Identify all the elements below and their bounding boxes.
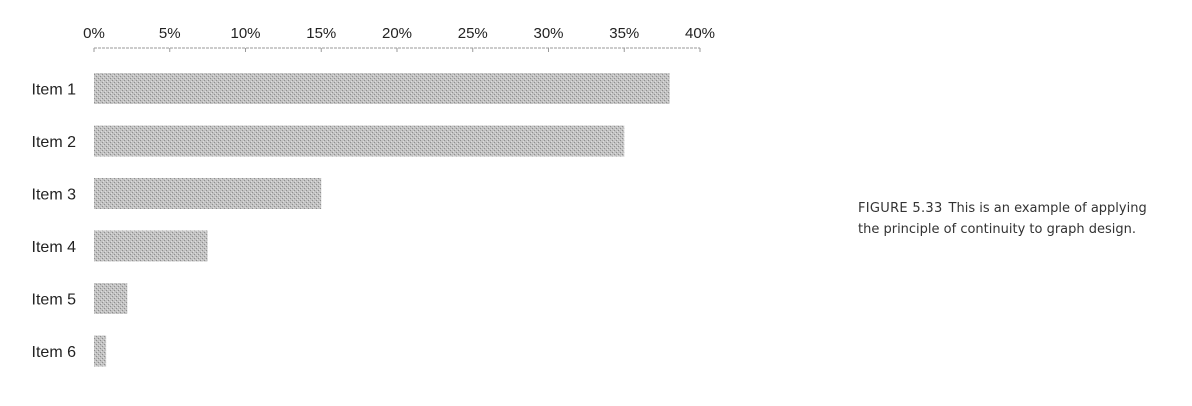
bar bbox=[94, 125, 625, 157]
x-tick-label: 35% bbox=[609, 25, 639, 42]
figure-caption: FIGURE 5.33 This is an example of applyin… bbox=[858, 198, 1158, 240]
x-tick-label: 40% bbox=[685, 25, 715, 42]
x-tick-label: 20% bbox=[382, 25, 412, 42]
category-label: Item 4 bbox=[32, 239, 77, 256]
bar bbox=[94, 230, 208, 262]
category-label: Item 5 bbox=[32, 292, 77, 309]
x-tick-label: 10% bbox=[230, 25, 260, 42]
category-label: Item 6 bbox=[32, 344, 77, 361]
bar bbox=[94, 335, 107, 367]
x-tick-label: 15% bbox=[306, 25, 336, 42]
x-axis: 0% 5% 10% 15% 20% 25% 30% 35% 40% bbox=[83, 25, 715, 52]
caption-text: This is an example of applying the princ… bbox=[858, 201, 1147, 237]
category-label: Item 3 bbox=[32, 187, 77, 204]
x-tick-label: 25% bbox=[458, 25, 488, 42]
bar bbox=[94, 178, 322, 209]
bars-group bbox=[94, 73, 670, 367]
bar bbox=[94, 73, 670, 104]
figure-number: FIGURE 5.33 bbox=[858, 201, 943, 216]
x-tick-label: 5% bbox=[159, 25, 181, 42]
x-tick-label: 0% bbox=[83, 25, 105, 42]
category-labels: Item 1 Item 2 Item 3 Item 4 Item 5 Item 6 bbox=[32, 82, 77, 362]
x-tick-label: 30% bbox=[533, 25, 563, 42]
bar bbox=[94, 283, 128, 314]
category-label: Item 1 bbox=[32, 82, 77, 99]
category-label: Item 2 bbox=[32, 134, 77, 151]
